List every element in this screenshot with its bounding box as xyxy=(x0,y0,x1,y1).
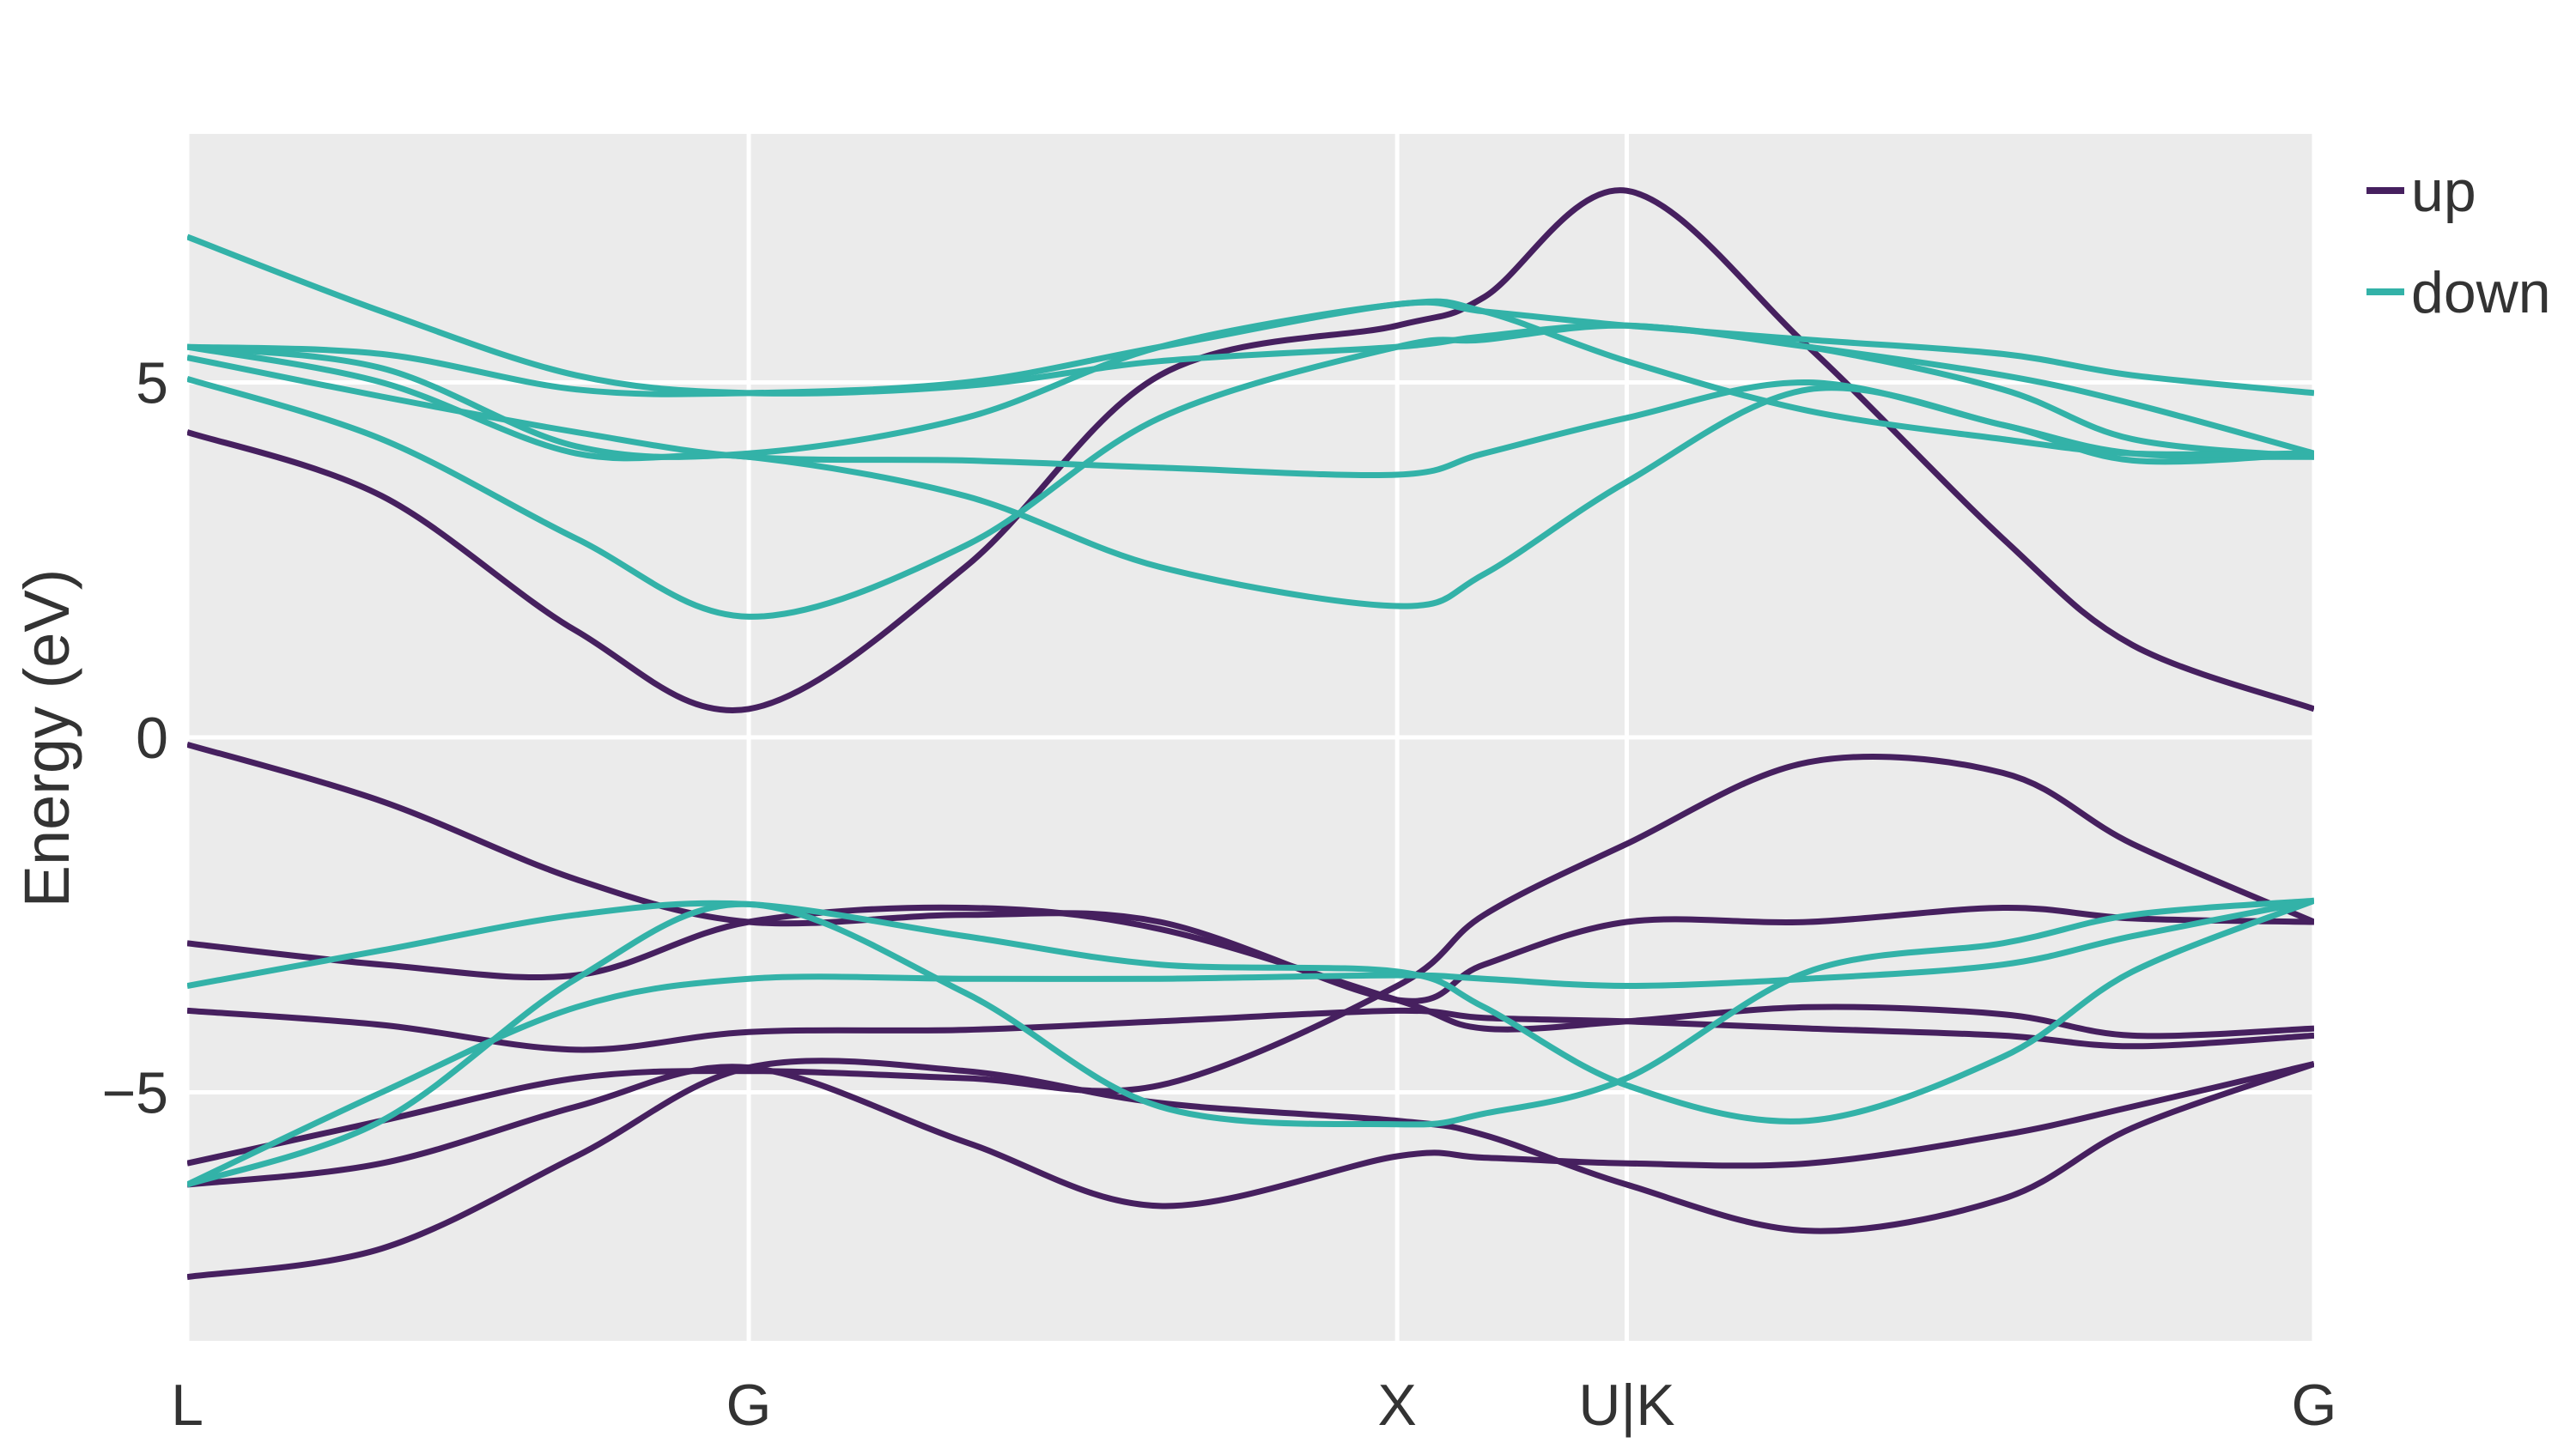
band-line-up-5 xyxy=(187,741,2314,1004)
band-line-up-6 xyxy=(187,754,2314,1167)
y-axis-label: Energy (eV) xyxy=(11,569,82,908)
y-tick-label: 5 xyxy=(136,350,168,415)
band-line-up-7 xyxy=(187,187,2314,713)
x-tick-label: G xyxy=(726,1373,772,1438)
y-tick-labels: −5 0 5 xyxy=(101,350,168,1125)
x-tick-labels: L G X U|K G xyxy=(171,1373,2336,1438)
band-line-up-1 xyxy=(187,1058,2314,1281)
legend-label-down: down xyxy=(2411,260,2551,325)
band-line-up-2 xyxy=(187,1060,2314,1210)
y-tick-label: −5 xyxy=(101,1061,168,1126)
band-line-down-1 xyxy=(187,897,2314,1188)
band-line-down-7 xyxy=(187,233,2314,460)
band-line-up-3 xyxy=(187,1007,2314,1053)
x-tick-label: U|K xyxy=(1578,1373,1674,1438)
x-tick-label: X xyxy=(1377,1373,1416,1438)
x-tick-label: L xyxy=(171,1373,204,1438)
series-lines xyxy=(187,187,2314,1281)
band-line-down-6 xyxy=(187,343,2314,609)
legend: up down xyxy=(2366,159,2551,325)
x-tick-label: G xyxy=(2292,1373,2337,1438)
band-line-down-3 xyxy=(187,897,2314,1188)
y-tick-label: 0 xyxy=(136,706,168,771)
legend-label-up: up xyxy=(2411,159,2476,224)
band-line-down-2 xyxy=(187,897,2314,1125)
band-line-down-9 xyxy=(187,298,2314,460)
band-line-down-4 xyxy=(187,322,2314,620)
